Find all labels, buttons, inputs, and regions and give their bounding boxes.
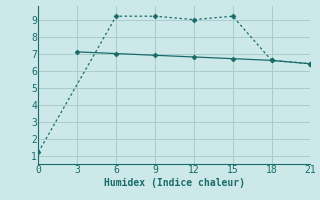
X-axis label: Humidex (Indice chaleur): Humidex (Indice chaleur) [104, 178, 245, 188]
